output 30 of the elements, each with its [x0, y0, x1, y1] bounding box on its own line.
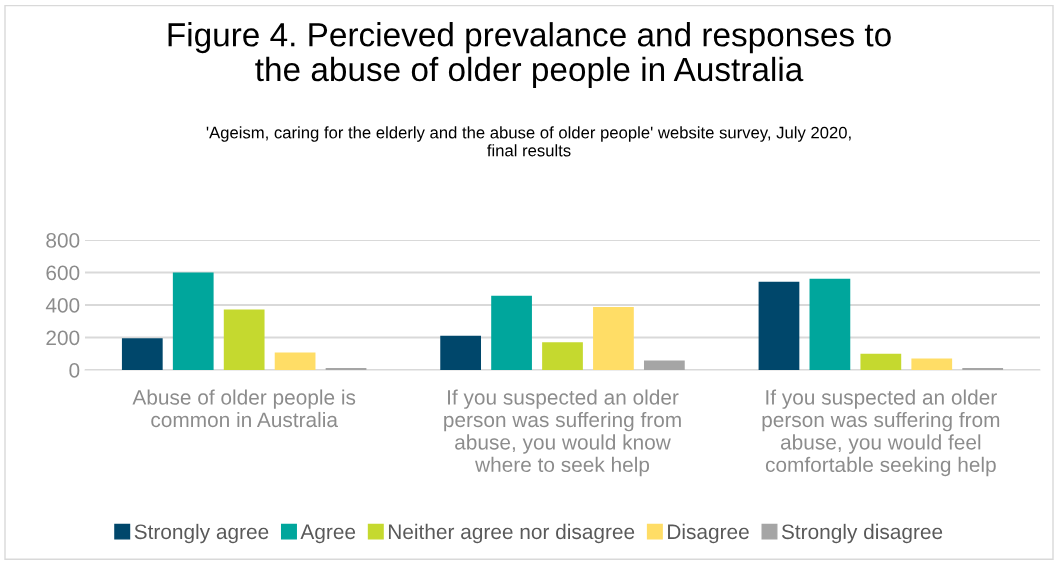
y-tick-label: 200: [46, 330, 80, 346]
legend-label: Neither agree nor disagree: [388, 523, 635, 544]
bar: [440, 335, 482, 370]
y-tick-label: 600: [46, 265, 80, 281]
y-tick-label: 0: [69, 363, 80, 378]
legend-label: Strongly agree: [134, 523, 269, 544]
chart-title: Figure 4. Percieved prevalance and responses to the abuse of older people in Australia: [168, 22, 891, 88]
x-tick-label: Abuse of older people is common in Australia: [132, 389, 356, 428]
bar: [274, 352, 316, 370]
bar: [962, 367, 1004, 370]
bar: [491, 295, 532, 370]
x-tick-label: If you suspected an older person was suffering from abuse, you would know where to seek help: [444, 389, 681, 477]
legend-label: Strongly disagree: [781, 523, 943, 544]
bar: [860, 353, 902, 370]
chart-subtitle: 'Ageism, caring for the elderly and the abuse of older people' website survey, July 2020, final results: [206, 126, 851, 157]
y-tick-label: 400: [45, 298, 80, 313]
bar: [325, 367, 367, 370]
legend-label: Agree: [300, 524, 356, 544]
y-tick-label: 800: [46, 233, 80, 248]
bar: [643, 360, 685, 370]
bar: [542, 342, 583, 370]
bar: [593, 307, 634, 370]
bar: [172, 272, 214, 370]
legend-label: Disagree: [668, 523, 749, 544]
bar: [758, 281, 800, 370]
bar: [911, 358, 953, 370]
bar: [223, 309, 265, 370]
bar: [121, 338, 163, 370]
x-tick-label: If you suspected an older person was suffering from abuse, you would feel comfortable seeking help: [762, 389, 1000, 477]
bar: [809, 278, 851, 370]
